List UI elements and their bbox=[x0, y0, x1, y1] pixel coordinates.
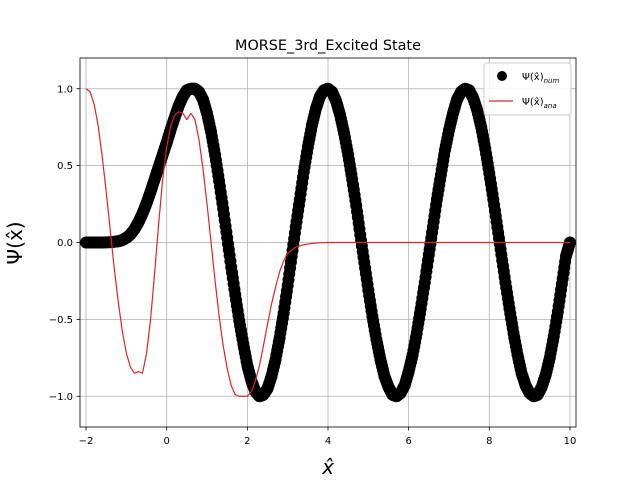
legend-label-num-main: Ψ(x̂) bbox=[522, 71, 544, 83]
y-tick-label: 0.0 bbox=[57, 238, 73, 249]
plot-series bbox=[80, 82, 576, 403]
y-tick-label: −1.0 bbox=[49, 392, 73, 403]
axis-ticks: −2 0 2 4 6 8 10 −1.0 −0.5 0.0 0.5 1.0 bbox=[49, 84, 577, 447]
legend-label-num: Ψ(x̂)num bbox=[522, 71, 559, 85]
y-tick-label: 1.0 bbox=[57, 84, 73, 95]
legend-label-ana-sub: ana bbox=[544, 102, 557, 110]
legend-label-num-sub: num bbox=[544, 77, 560, 85]
x-tick-label: 2 bbox=[244, 436, 250, 447]
series-ana-line bbox=[85, 88, 570, 397]
x-tick-label: 10 bbox=[564, 436, 577, 447]
series-num-point bbox=[563, 236, 576, 249]
y-tick-label: 0.5 bbox=[57, 161, 73, 172]
x-tick-label: 0 bbox=[164, 436, 170, 447]
legend-label-ana-main: Ψ(x̂) bbox=[522, 96, 544, 108]
x-axis-label: x̂ bbox=[321, 455, 334, 479]
y-axis-label: Ψ(x̂) bbox=[3, 221, 27, 264]
x-tick-label: 4 bbox=[325, 436, 331, 447]
legend-label-ana: Ψ(x̂)ana bbox=[522, 96, 557, 110]
y-tick-label: −0.5 bbox=[49, 315, 73, 326]
x-tick-label: 8 bbox=[486, 436, 492, 447]
series-ana-line-group bbox=[85, 88, 570, 397]
legend-marker-num bbox=[497, 71, 507, 81]
series-num-markers bbox=[80, 82, 576, 403]
x-tick-label: 6 bbox=[405, 436, 411, 447]
legend: Ψ(x̂)num Ψ(x̂)ana bbox=[483, 62, 572, 116]
x-tick-label: −2 bbox=[79, 436, 94, 447]
chart-title: MORSE_3rd_Excited State bbox=[235, 38, 421, 54]
